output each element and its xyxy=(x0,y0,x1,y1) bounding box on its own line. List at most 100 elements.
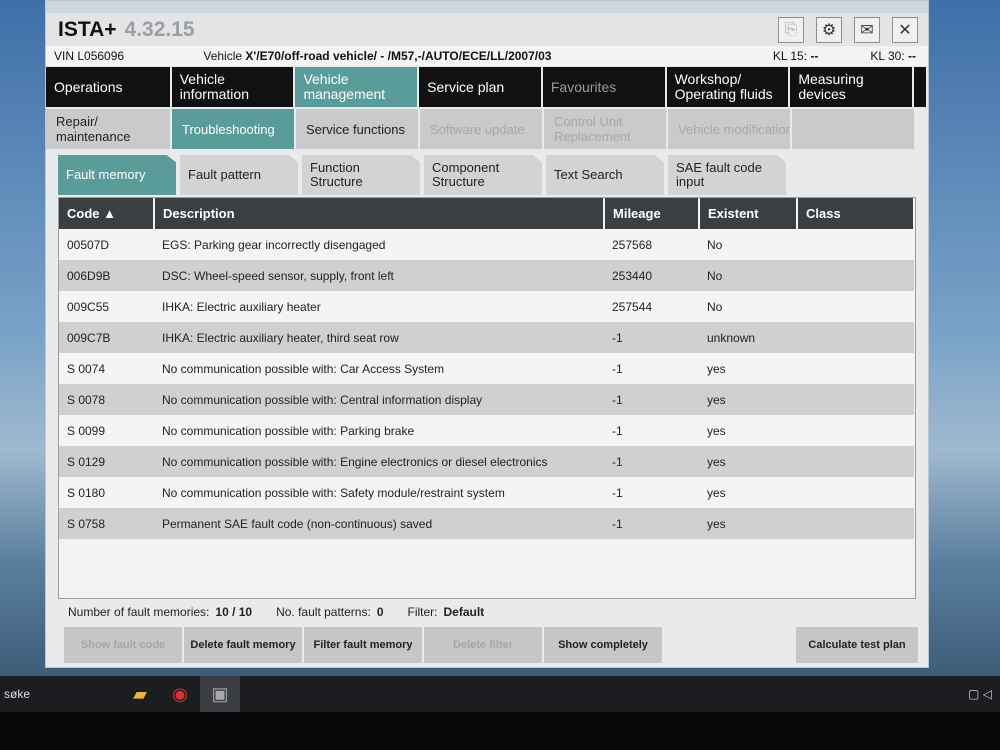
delete-fault-memory-button[interactable]: Delete fault memory xyxy=(184,627,302,663)
nav-favourites[interactable]: Favourites xyxy=(542,67,667,107)
nav-measuring-devices[interactable]: Measuring devices xyxy=(790,67,915,107)
app-version: 4.32.15 xyxy=(124,17,195,41)
cell-code: 00507D xyxy=(59,229,154,260)
cell-code: 009C55 xyxy=(59,291,154,322)
table-row[interactable]: S 0129 No communication possible with: En… xyxy=(59,446,914,477)
cell-mileage: 257544 xyxy=(604,291,699,322)
kl15-label: KL 15: xyxy=(772,49,808,63)
subnav-troubleshooting[interactable]: Troubleshooting xyxy=(172,109,296,149)
table-row[interactable]: S 0758 Permanent SAE fault code (non-cont… xyxy=(59,508,914,539)
cell-mileage: -1 xyxy=(604,508,699,539)
cell-class xyxy=(797,384,914,415)
table-row[interactable]: S 0074 No communication possible with: Ca… xyxy=(59,353,914,384)
app-title: ISTA+ xyxy=(58,17,117,41)
nav-vehicle-management[interactable]: Vehicle management xyxy=(295,67,420,107)
cell-class xyxy=(797,415,914,446)
function-tabs: Fault memory Fault pattern Function Stru… xyxy=(46,155,928,195)
cell-existent: No xyxy=(699,291,797,322)
nav-service-plan[interactable]: Service plan xyxy=(419,67,543,107)
cell-description: No communication possible with: Central … xyxy=(154,384,604,415)
cell-code: 006D9B xyxy=(59,260,154,291)
copy-icon[interactable]: ⎘ xyxy=(778,16,804,43)
cell-existent: yes xyxy=(699,508,797,539)
col-description[interactable]: Description xyxy=(154,198,605,229)
cell-class xyxy=(797,477,914,508)
tab-fault-memory[interactable]: Fault memory xyxy=(58,155,176,195)
cell-existent: yes xyxy=(699,384,797,415)
nav-operations[interactable]: Operations xyxy=(46,67,172,107)
cell-existent: No xyxy=(699,229,797,260)
tab-text-search[interactable]: Text Search xyxy=(546,155,664,195)
subnav-service-functions[interactable]: Service functions xyxy=(296,109,420,149)
table-row[interactable]: S 0180 No communication possible with: Sa… xyxy=(59,477,914,508)
calculate-test-plan-button[interactable]: Calculate test plan xyxy=(796,627,918,663)
taskbar-search[interactable]: søke xyxy=(4,687,31,701)
ista-window: ISTA+ 4.32.15 ⎘ ⚙ ✉ ✕ VIN L056096 Vehicl… xyxy=(45,0,929,668)
subnav-repair[interactable]: Repair/ maintenance xyxy=(46,109,172,149)
col-mileage[interactable]: Mileage xyxy=(604,198,700,229)
file-explorer-icon[interactable]: ▰ xyxy=(133,683,147,704)
nav-workshop[interactable]: Workshop/ Operating fluids xyxy=(666,67,791,107)
show-completely-button[interactable]: Show completely xyxy=(544,627,662,663)
subnav-empty xyxy=(792,109,916,149)
cell-existent: No xyxy=(699,260,797,291)
cell-code: S 0078 xyxy=(59,384,154,415)
tab-component-structure[interactable]: Component Structure xyxy=(424,155,542,195)
cell-mileage: -1 xyxy=(604,322,699,353)
show-fault-code-button: Show fault code xyxy=(64,627,182,663)
vin-value: L056096 xyxy=(77,49,125,63)
col-code[interactable]: Code ▲ xyxy=(59,198,155,229)
table-row[interactable]: S 0078 No communication possible with: Ce… xyxy=(59,384,914,415)
table-row[interactable]: 009C55 IHKA: Electric auxiliary heater 257… xyxy=(59,291,914,322)
cell-class xyxy=(797,322,914,353)
cell-description: EGS: Parking gear incorrectly disengaged xyxy=(154,229,604,260)
sub-nav: Repair/ maintenance Troubleshooting Serv… xyxy=(46,109,928,149)
cell-mileage: -1 xyxy=(604,477,699,508)
chrome-icon[interactable]: ◉ xyxy=(172,683,188,704)
ista-app-icon[interactable]: ▣ xyxy=(200,676,240,712)
filter-value: Default xyxy=(443,605,485,619)
cell-description: IHKA: Electric auxiliary heater, third s… xyxy=(154,322,604,353)
col-class[interactable]: Class xyxy=(797,198,915,229)
patterns-value: 0 xyxy=(376,605,384,619)
cell-description: Permanent SAE fault code (non-continuous… xyxy=(154,508,604,539)
kl30-label: KL 30: xyxy=(870,49,905,63)
table-row[interactable]: 009C7B IHKA: Electric auxiliary heater, t… xyxy=(59,322,914,353)
tab-sae-fault-code-input[interactable]: SAE fault code input xyxy=(668,155,786,195)
status-line: Number of fault memories: 10 / 10 No. fa… xyxy=(68,605,502,619)
cell-code: S 0129 xyxy=(59,446,154,477)
fault-table-panel: Code ▲ Description Mileage Existent Clas… xyxy=(58,197,916,599)
subnav-vehicle-modification: Vehicle modification xyxy=(668,109,792,149)
main-nav: Operations Vehicle information Vehicle m… xyxy=(46,67,928,107)
action-buttons: Show fault code Delete fault memory Filt… xyxy=(64,627,918,663)
tab-fault-pattern[interactable]: Fault pattern xyxy=(180,155,298,195)
cell-existent: yes xyxy=(699,353,797,384)
filter-fault-memory-button[interactable]: Filter fault memory xyxy=(304,627,422,663)
fault-table: Code ▲ Description Mileage Existent Clas… xyxy=(59,198,915,539)
close-icon[interactable]: ✕ xyxy=(892,16,918,43)
nav-filler xyxy=(914,67,928,107)
col-existent[interactable]: Existent xyxy=(699,198,798,229)
table-row[interactable]: S 0099 No communication possible with: Pa… xyxy=(59,415,914,446)
table-row[interactable]: 006D9B DSC: Wheel-speed sensor, supply, f… xyxy=(59,260,914,291)
cell-code: 009C7B xyxy=(59,322,154,353)
cell-mileage: 253440 xyxy=(604,260,699,291)
cell-code: S 0180 xyxy=(59,477,154,508)
tab-function-structure[interactable]: Function Structure xyxy=(302,155,420,195)
vehicle-bar: VIN L056096 Vehicle X'/E70/off-road vehi… xyxy=(46,46,928,66)
table-row[interactable]: 00507D EGS: Parking gear incorrectly dise… xyxy=(59,229,914,260)
mail-icon[interactable]: ✉ xyxy=(854,16,880,43)
system-tray-icon[interactable]: ▢ ◁ xyxy=(968,687,992,701)
gear-icon[interactable]: ⚙ xyxy=(816,16,842,43)
cell-mileage: -1 xyxy=(604,353,699,384)
nav-vehicle-information[interactable]: Vehicle information xyxy=(171,67,296,107)
vehicle-label: Vehicle xyxy=(203,49,243,63)
cell-code: S 0758 xyxy=(59,508,154,539)
taskbar: søke ▰ ◉ ▣ ▢ ◁ xyxy=(0,676,1000,712)
count-value: 10 / 10 xyxy=(215,605,253,619)
vehicle-value: X'/E70/off-road vehicle/ - /M57,-/AUTO/E… xyxy=(245,49,552,63)
cell-description: No communication possible with: Safety m… xyxy=(154,477,604,508)
cell-description: No communication possible with: Car Acce… xyxy=(154,353,604,384)
cell-existent: unknown xyxy=(699,322,797,353)
cell-class xyxy=(797,353,914,384)
